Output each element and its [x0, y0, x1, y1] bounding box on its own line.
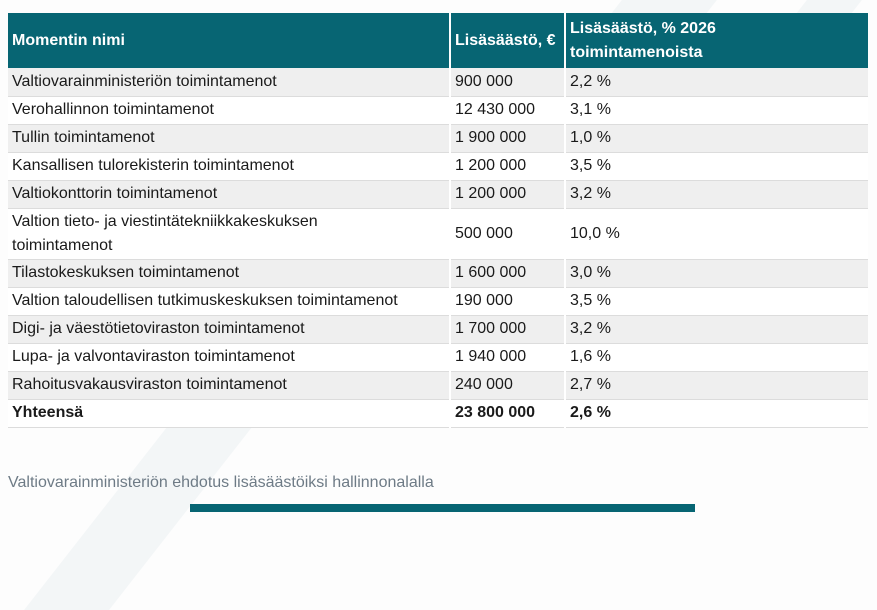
cell-amount: 1 700 000 [449, 315, 565, 344]
table-row: Digi- ja väestötietoviraston toimintamen… [8, 315, 868, 344]
cell-name: Kansallisen tulorekisterin toimintamenot [8, 152, 450, 181]
column-header-label: Lisäsäästö, € [455, 31, 556, 49]
cell-percent-text: 10,0 % [570, 224, 620, 242]
column-header-savings-percent: Lisäsäästö, % 2026 toimintamenoista [564, 13, 868, 68]
cell-amount-text: 500 000 [455, 224, 513, 242]
cell-name: Tilastokeskuksen toimintamenot [8, 259, 450, 288]
cell-name: Lupa- ja valvontaviraston toimintamenot [8, 343, 450, 372]
cell-amount: 1 200 000 [449, 152, 565, 181]
cell-name-text: Valtiovarainministeriön toimintamenot [12, 72, 277, 90]
cell-percent-text: 3,0 % [570, 264, 611, 281]
bottom-accent-bar [190, 504, 695, 512]
table-body: Valtiovarainministeriön toimintamenot 900… [8, 68, 868, 428]
cell-name-text: Tilastokeskuksen toimintamenot [12, 264, 240, 281]
cell-amount-text: 1 200 000 [455, 157, 527, 174]
table-caption: Valtiovarainministeriön ehdotus lisäsääs… [8, 474, 434, 491]
column-header-label: Momentin nimi [12, 31, 125, 49]
table-header: Momentin nimi Lisäsäästö, € Lisäsäästö, … [8, 13, 868, 68]
cell-amount: 900 000 [449, 68, 565, 97]
cell-amount: 500 000 [449, 208, 565, 260]
cell-percent: 2,6 % [564, 399, 868, 428]
cell-name-text: Valtiokonttorin toimintamenot [12, 185, 218, 202]
table-total-row: Yhteensä 23 800 000 2,6 % [8, 399, 868, 428]
cell-amount: 1 940 000 [449, 343, 565, 372]
cell-percent-text: 3,5 % [570, 157, 611, 174]
cell-percent: 2,2 % [564, 68, 868, 97]
table-row: Valtion taloudellisen tutkimuskeskuksen … [8, 287, 868, 316]
cell-name: Valtion tieto- ja viestintätekniikkakesk… [8, 208, 450, 260]
cell-name-text: Valtion taloudellisen tutkimuskeskuksen … [12, 292, 398, 309]
savings-table: Momentin nimi Lisäsäästö, € Lisäsäästö, … [8, 13, 868, 428]
cell-amount-text: 900 000 [455, 72, 513, 90]
table-row: Lupa- ja valvontaviraston toimintamenot 1… [8, 343, 868, 372]
cell-amount: 1 900 000 [449, 124, 565, 153]
table-row: Tullin toimintamenot 1 900 000 1,0 % [8, 124, 868, 153]
cell-name: Yhteensä [8, 399, 450, 428]
column-header-savings-eur: Lisäsäästö, € [449, 13, 565, 68]
cell-name: Tullin toimintamenot [8, 124, 450, 153]
cell-name: Valtiokonttorin toimintamenot [8, 180, 450, 209]
cell-percent-text: 2,6 % [570, 404, 611, 421]
cell-name: Verohallinnon toimintamenot [8, 96, 450, 125]
cell-name: Rahoitusvakausviraston toimintamenot [8, 371, 450, 400]
cell-percent: 3,2 % [564, 315, 868, 344]
cell-name-text: Digi- ja väestötietoviraston toimintamen… [12, 320, 305, 337]
table-row: Verohallinnon toimintamenot 12 430 000 3,1… [8, 96, 868, 125]
table-row: Valtion tieto- ja viestintätekniikkakesk… [8, 208, 868, 260]
table-row: Tilastokeskuksen toimintamenot 1 600 000 3… [8, 259, 868, 288]
cell-name: Valtion taloudellisen tutkimuskeskuksen … [8, 287, 450, 316]
cell-amount-text: 23 800 000 [455, 404, 536, 421]
cell-percent: 2,7 % [564, 371, 868, 400]
cell-percent-text: 3,1 % [570, 101, 611, 118]
cell-amount: 1 200 000 [449, 180, 565, 209]
cell-name-text: Verohallinnon toimintamenot [12, 101, 214, 118]
cell-name-text: Lupa- ja valvontaviraston toimintamenot [12, 348, 295, 365]
table-row: Valtiovarainministeriön toimintamenot 900… [8, 68, 868, 97]
table-header-row: Momentin nimi Lisäsäästö, € Lisäsäästö, … [8, 13, 868, 68]
cell-name: Valtiovarainministeriön toimintamenot [8, 68, 450, 97]
cell-amount: 190 000 [449, 287, 565, 316]
column-header-moment-name: Momentin nimi [8, 13, 450, 68]
cell-percent: 3,1 % [564, 96, 868, 125]
cell-percent: 3,0 % [564, 259, 868, 288]
cell-percent: 1,6 % [564, 343, 868, 372]
cell-name-text: Valtion tieto- ja viestintätekniikkakesk… [12, 212, 318, 254]
table-row: Kansallisen tulorekisterin toimintamenot… [8, 152, 868, 181]
cell-amount-text: 240 000 [455, 376, 513, 393]
cell-percent-text: 3,5 % [570, 292, 611, 309]
cell-percent: 3,5 % [564, 152, 868, 181]
cell-amount-text: 1 900 000 [455, 129, 527, 146]
cell-amount-text: 12 430 000 [455, 101, 536, 118]
cell-percent: 1,0 % [564, 124, 868, 153]
cell-amount-text: 1 700 000 [455, 320, 527, 337]
cell-name-text: Tullin toimintamenot [12, 129, 155, 146]
cell-amount: 240 000 [449, 371, 565, 400]
cell-percent-text: 2,2 % [570, 72, 611, 90]
cell-amount-text: 1 940 000 [455, 348, 527, 365]
cell-amount-text: 1 600 000 [455, 264, 527, 281]
cell-amount-text: 190 000 [455, 292, 513, 309]
cell-amount: 23 800 000 [449, 399, 565, 428]
cell-name: Digi- ja väestötietoviraston toimintamen… [8, 315, 450, 344]
column-header-label: Lisäsäästö, % 2026 toimintamenoista [570, 19, 716, 61]
cell-amount: 12 430 000 [449, 96, 565, 125]
cell-percent: 3,2 % [564, 180, 868, 209]
cell-amount-text: 1 200 000 [455, 185, 527, 202]
cell-percent: 3,5 % [564, 287, 868, 316]
table-row: Rahoitusvakausviraston toimintamenot 240 … [8, 371, 868, 400]
cell-name-text: Yhteensä [12, 404, 84, 421]
cell-name-text: Kansallisen tulorekisterin toimintamenot [12, 157, 294, 174]
cell-name-text: Rahoitusvakausviraston toimintamenot [12, 376, 287, 393]
cell-percent-text: 3,2 % [570, 185, 611, 202]
table-row: Valtiokonttorin toimintamenot 1 200 000 3,… [8, 180, 868, 209]
cell-percent-text: 3,2 % [570, 320, 611, 337]
cell-percent-text: 1,0 % [570, 129, 611, 146]
cell-percent-text: 2,7 % [570, 376, 611, 393]
cell-amount: 1 600 000 [449, 259, 565, 288]
cell-percent-text: 1,6 % [570, 348, 611, 365]
cell-percent: 10,0 % [564, 208, 868, 260]
